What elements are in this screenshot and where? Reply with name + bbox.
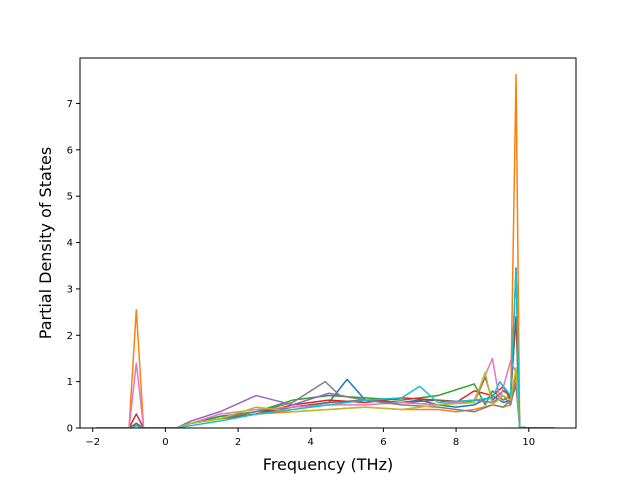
- x-tick-label: 2: [235, 437, 241, 448]
- y-tick-label: 0: [67, 424, 73, 435]
- x-tick-label: −2: [85, 437, 100, 448]
- y-tick-label: 5: [67, 192, 73, 203]
- x-tick-label: 0: [162, 437, 168, 448]
- x-tick-label: 6: [380, 437, 386, 448]
- y-tick-label: 3: [67, 284, 73, 295]
- series-line-9: [96, 366, 555, 428]
- y-axis: 0 1 2 3 4 5 6 7: [67, 99, 80, 435]
- series-layer: [96, 73, 555, 428]
- x-tick-label: 4: [308, 437, 314, 448]
- y-tick-label: 4: [67, 238, 73, 249]
- x-tick-label: 8: [453, 437, 459, 448]
- y-tick-label: 1: [67, 377, 73, 388]
- x-axis: −2 0 2 4 6 8 10: [85, 428, 535, 448]
- y-tick-label: 6: [67, 145, 73, 156]
- y-tick-label: 2: [67, 331, 73, 342]
- y-axis-label: Partial Density of States: [36, 147, 55, 339]
- y-tick-label: 7: [67, 99, 73, 110]
- series-line-7: [96, 357, 555, 428]
- series-line-6: [96, 315, 555, 428]
- x-tick-label: 10: [522, 437, 535, 448]
- x-axis-label: Frequency (THz): [263, 455, 393, 474]
- series-line-10: [96, 269, 555, 428]
- series-lines: [96, 73, 555, 428]
